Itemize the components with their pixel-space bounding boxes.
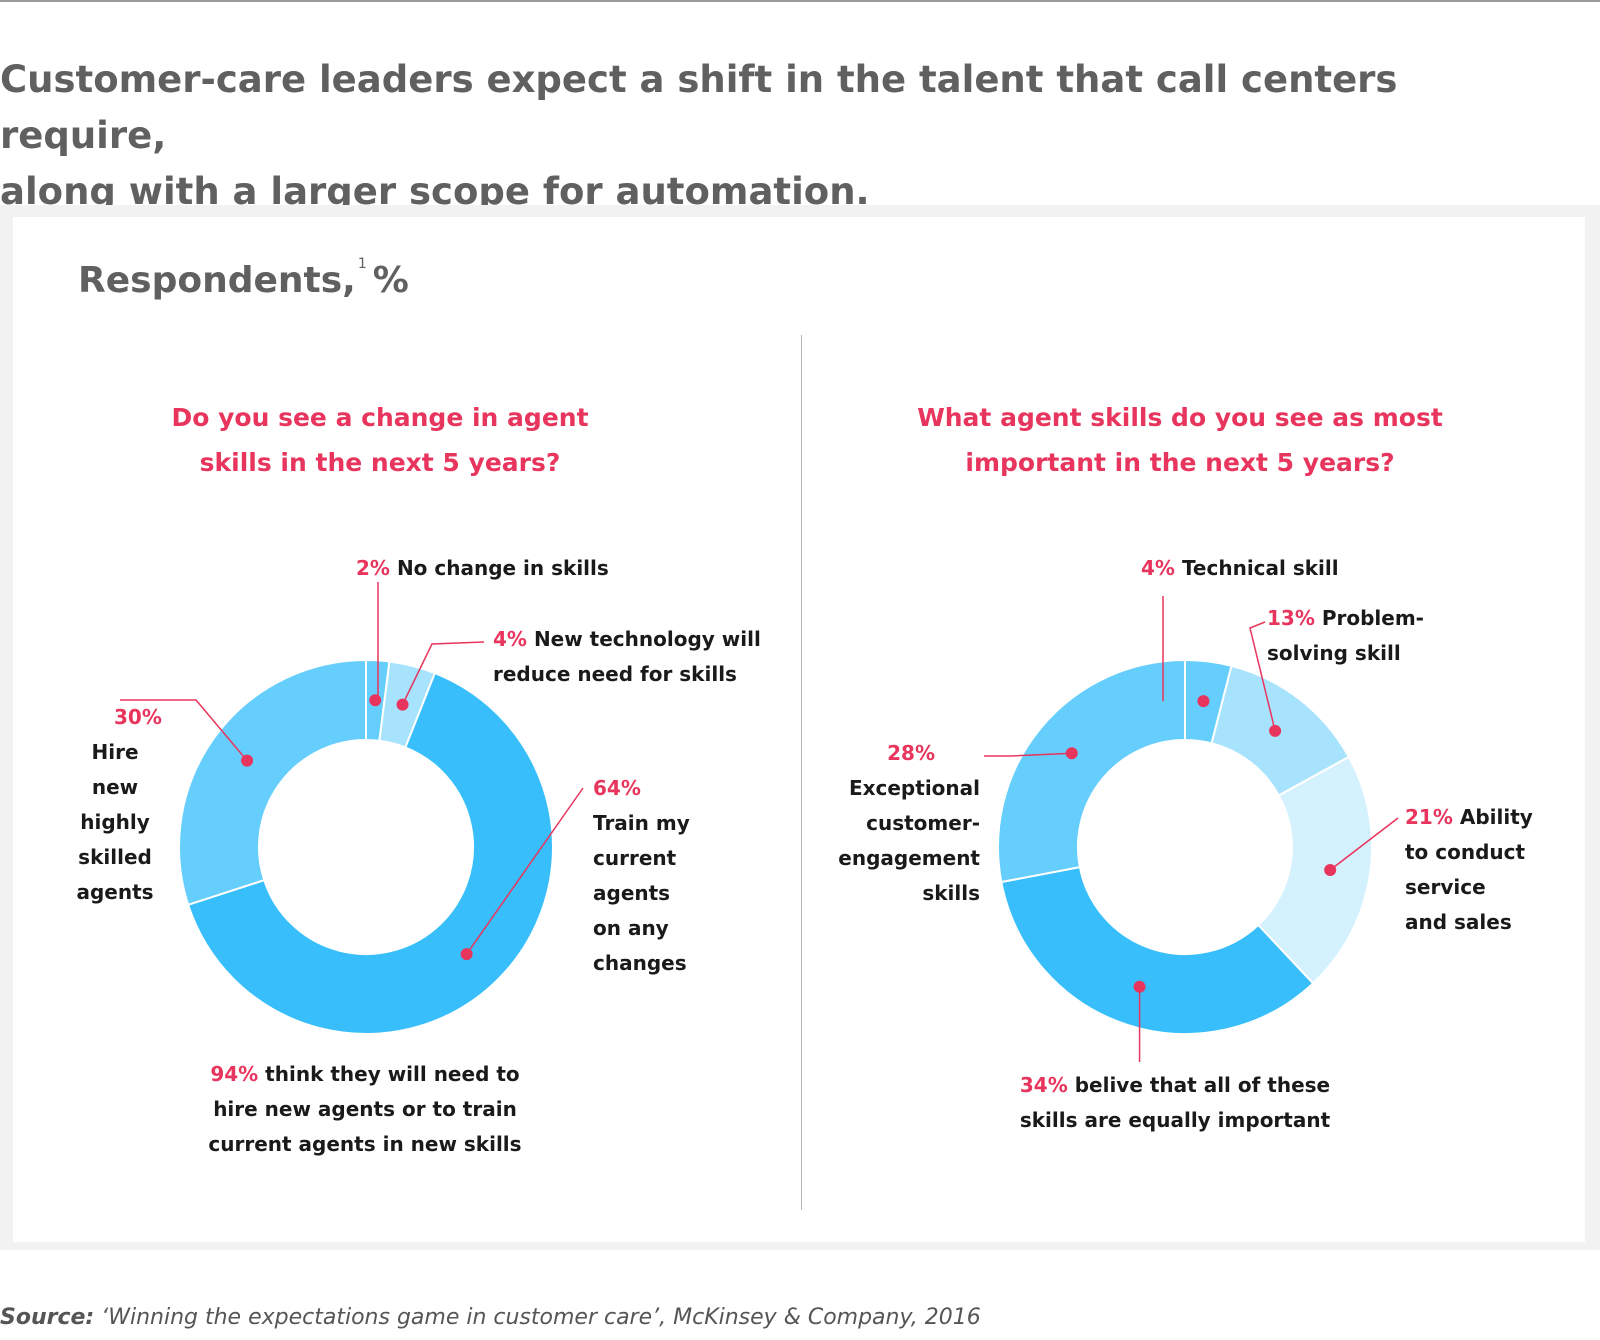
chart-2-engagement-leader-line (984, 752, 1072, 757)
chart-1-text-new-tech-2: reduce need for skills (493, 662, 737, 686)
chart-2-pct-all-equal: 34% (1019, 1073, 1068, 1097)
chart-2-pct-engagement: 28% (887, 741, 935, 765)
chart-1-new-tech-marker-dot (396, 698, 409, 711)
chart-1-train-leader-line (466, 787, 584, 955)
chart-1-hire-marker-dot (241, 754, 254, 767)
unit-label: % (372, 260, 409, 301)
source-label: Source: (0, 1305, 95, 1330)
chart-1-pct-train: 64% (593, 776, 641, 800)
chart-2-technical-marker-dot (1197, 695, 1210, 708)
chart-1-hire-leader-line (120, 699, 248, 762)
chart-2-text-service-sales-3: service (1405, 875, 1486, 899)
chart-1-train-marker-dot (460, 948, 473, 961)
chart-1-title-line-2: skills in the next 5 years? (199, 448, 561, 477)
chart-2-text-all-equal-2: skills are equally important (1019, 1108, 1331, 1132)
chart-1-pct-hire: 30% (114, 705, 162, 729)
chart-2-service-sales-marker-dot (1324, 863, 1337, 876)
chart-2-text-all-equal-1: belive that all of these (1074, 1073, 1331, 1097)
headline-line-1: Customer-care leaders expect a shift in … (0, 58, 1398, 157)
footnote-marker: 1 (357, 256, 367, 272)
chart-1-text-train-4: on any (593, 916, 669, 940)
chart-2-text-engagement-2: customer- (866, 811, 980, 835)
chart-2-text-service-sales-2: to conduct (1405, 840, 1526, 864)
chart-1-label-new-tech: 4% New technology will reduce need for s… (493, 622, 761, 692)
chart-2-label-problem-solving: 13% Problem- solving skill (1267, 601, 1424, 671)
chart-1-text-hire-2: new (91, 775, 139, 799)
chart-2-text-engagement-1: Exceptional (848, 776, 980, 800)
chart-1-text-train-3: agents (593, 881, 671, 905)
chart-1-title: Do you see a change in agent skills in t… (110, 395, 650, 485)
chart-2-slice-4 (1000, 865, 1315, 1035)
chart-1-summary-line-3: current agents in new skills (208, 1132, 522, 1156)
source-text: ‘Winning the expectations game in custom… (94, 1305, 981, 1330)
chart-2-problem-solving-marker-dot (1269, 724, 1282, 737)
chart-2-label-service-sales: 21% Ability to conduct service and sales (1405, 800, 1533, 940)
chart-2-text-service-sales-1: Ability (1459, 805, 1533, 829)
chart-1-text-hire-3: highly (80, 810, 150, 834)
chart-1-no-change-marker-dot (369, 694, 382, 707)
chart-1-text-hire-5: agents (76, 880, 154, 904)
chart-1-summary-line-1: think they will need to (265, 1062, 520, 1086)
chart-1-label-no-change: 2% No change in skills (356, 551, 609, 586)
chart-2-pct-technical: 4% (1141, 556, 1175, 580)
chart-1-text-train-2: current (593, 846, 677, 870)
top-rule (0, 0, 1600, 2)
chart-2-problem-solving-leader-line (1249, 621, 1276, 732)
chart-1-text-new-tech-1: New technology will (533, 627, 761, 651)
chart-2-engagement-marker-dot (1065, 747, 1078, 760)
chart-1-pct-no-change: 2% (356, 556, 390, 580)
chart-2-slice-3 (1256, 755, 1373, 985)
chart-1-summary: 94% think they will need to hire new age… (205, 1057, 525, 1162)
chart-1-summary-pct: 94% (210, 1062, 259, 1086)
chart-2-pct-service-sales: 21% (1405, 805, 1453, 829)
chart-2-text-problem-solving-2: solving skill (1267, 641, 1401, 665)
chart-1-text-hire-1: Hire (91, 740, 139, 764)
chart-2-all-equal-marker-dot (1133, 980, 1146, 993)
chart-2-text-technical: Technical skill (1181, 556, 1339, 580)
chart-1-title-line-1: Do you see a change in agent (171, 403, 589, 432)
chart-2-title: What agent skills do you see as most imp… (880, 395, 1480, 485)
source-note: Source: ‘Winning the expectations game i… (0, 1305, 981, 1330)
headline: Customer-care leaders expect a shift in … (0, 52, 1560, 220)
chart-1-label-hire: 30% Hire new highly skilled agents (60, 700, 170, 910)
chart-1-text-no-change: No change in skills (396, 556, 609, 580)
chart-2-label-engagement: 28% Exceptional customer- engagement ski… (820, 736, 980, 911)
chart-1-pct-new-tech: 4% (493, 627, 527, 651)
chart-2-pct-problem-solving: 13% (1267, 606, 1315, 630)
divider-line (801, 335, 802, 1210)
chart-2-service-sales-leader-line (1329, 817, 1399, 871)
chart-2-title-line-1: What agent skills do you see as most (917, 403, 1443, 432)
chart-1-summary-line-2: hire new agents or to train (213, 1097, 517, 1121)
chart-2-text-problem-solving-1: Problem- (1321, 606, 1424, 630)
chart-2-label-all-equal: 34% belive that all of these skills are … (1010, 1068, 1340, 1138)
chart-2-title-line-2: important in the next 5 years? (965, 448, 1395, 477)
chart-1-text-hire-4: skilled (78, 845, 152, 869)
chart-2-text-engagement-3: engagement (838, 846, 980, 870)
chart-2-text-service-sales-4: and sales (1405, 910, 1512, 934)
chart-1-new-tech-leader-line (401, 641, 485, 705)
respondents-text: Respondents, (78, 260, 356, 301)
chart-1-slice-3 (186, 671, 554, 1035)
chart-1-slice-4 (178, 658, 367, 907)
chart-2-text-engagement-4: skills (922, 881, 980, 905)
respondents-subtitle: Respondents, 1% (78, 256, 409, 301)
chart-1-label-train: 64% Train my current agents on any chang… (593, 771, 690, 981)
chart-1-text-train-1: Train my (593, 811, 690, 835)
chart-2-slice-5 (997, 658, 1186, 884)
chart-2-label-technical: 4% Technical skill (1141, 551, 1339, 586)
chart-1-text-train-5: changes (593, 951, 687, 975)
